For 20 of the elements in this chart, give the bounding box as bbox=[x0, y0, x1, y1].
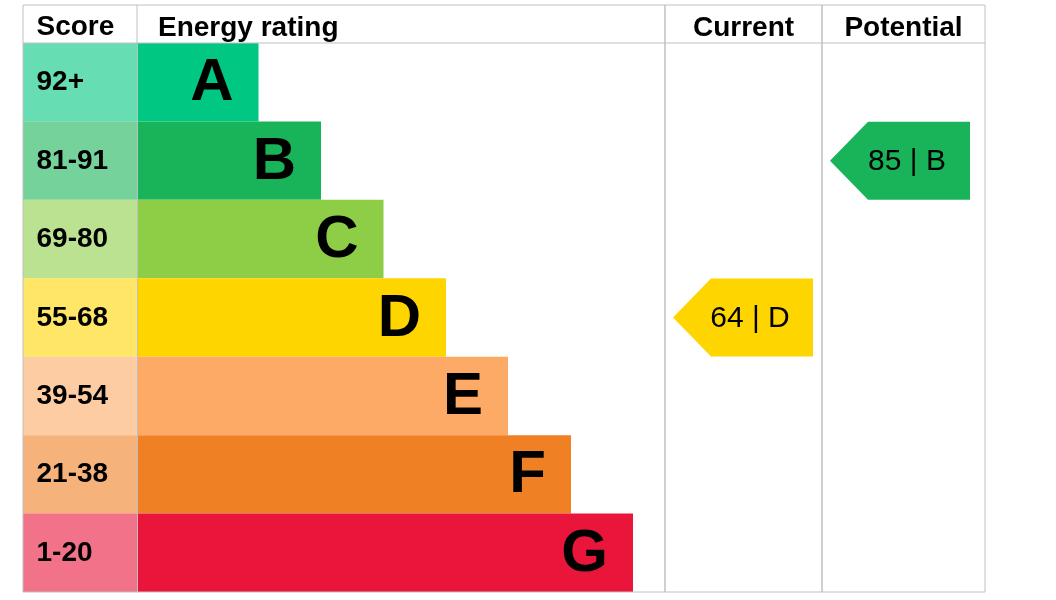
text: Potential bbox=[844, 10, 963, 42]
data-label: 64 | D bbox=[710, 299, 790, 333]
y-tick-label: 39-54 bbox=[36, 378, 109, 410]
y-tick-label: 1-20 bbox=[36, 535, 93, 567]
annotation: G bbox=[561, 516, 608, 584]
y-tick-label: 69-80 bbox=[36, 222, 109, 254]
chart-title: Energy rating bbox=[158, 10, 339, 42]
y-tick-label: 92+ bbox=[36, 65, 84, 97]
annotation: E bbox=[442, 359, 484, 427]
y-tick-label: 55-68 bbox=[36, 300, 109, 332]
y-tick-label: 21-38 bbox=[36, 457, 109, 489]
y-axis-title: Score bbox=[36, 9, 115, 41]
annotation: B bbox=[252, 124, 297, 192]
text: Current bbox=[692, 10, 795, 42]
y-tick-label: 81-91 bbox=[36, 143, 109, 175]
annotation: F bbox=[509, 438, 546, 506]
annotation: D bbox=[377, 281, 422, 349]
annotation: A bbox=[190, 46, 234, 114]
data-label: 85 | B bbox=[868, 142, 946, 176]
annotation: C bbox=[315, 203, 359, 271]
